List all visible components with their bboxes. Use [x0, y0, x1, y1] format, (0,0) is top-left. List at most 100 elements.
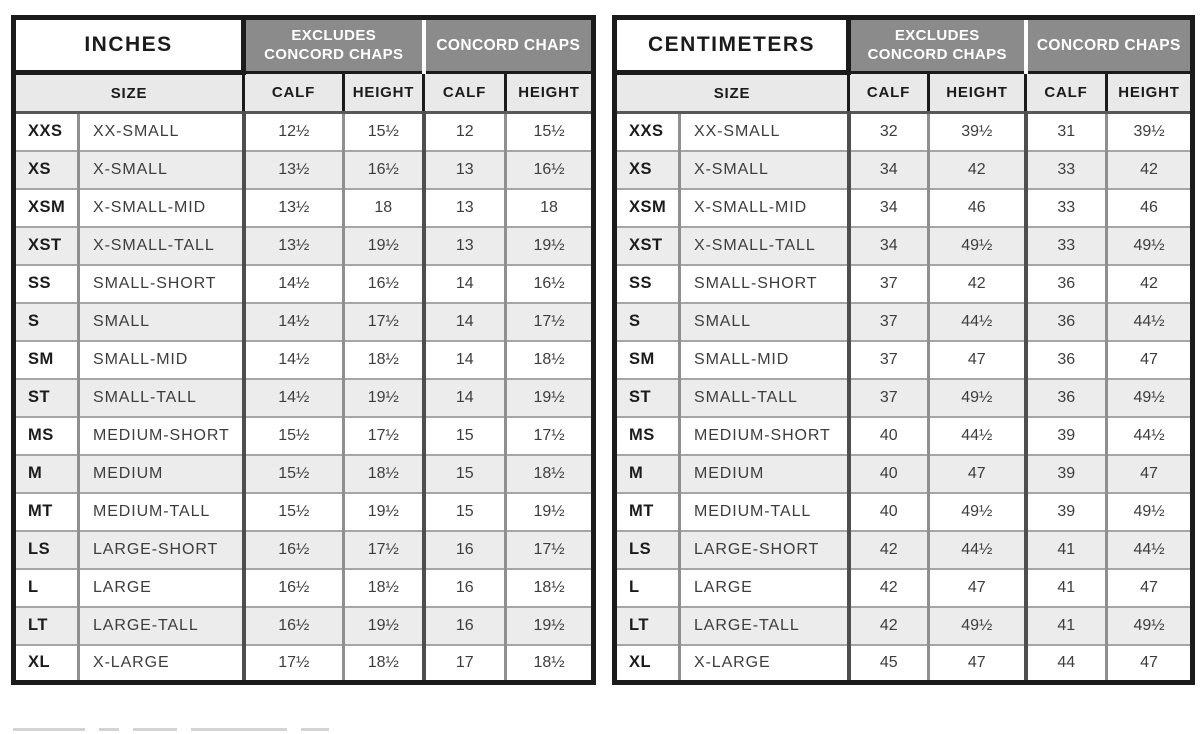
size-code-cell: XXS — [614, 111, 680, 151]
calf-value-cell: 14½ — [241, 377, 344, 417]
size-row-ss: SS SMALL-SHORT 37 42 36 42 — [614, 263, 1193, 303]
height-value-cell: 46 — [1105, 187, 1193, 227]
size-row-xs: XS X-SMALL 34 42 33 42 — [614, 149, 1193, 189]
height-value-cell: 17½ — [504, 301, 594, 341]
size-row-m: M MEDIUM 15½ 18½ 15 18½ — [13, 453, 594, 493]
height-value-cell: 18½ — [342, 567, 424, 607]
clipped-text-fragment — [191, 728, 287, 731]
calf-value-cell: 39 — [1023, 453, 1107, 493]
calf-value-cell: 16½ — [241, 529, 344, 569]
size-code-cell: XST — [13, 225, 79, 265]
height-value-cell: 47 — [927, 643, 1026, 683]
size-name-cell: X-SMALL-TALL — [76, 225, 244, 265]
size-row-xsm: XSM X-SMALL-MID 34 46 33 46 — [614, 187, 1193, 227]
size-code-cell: SM — [614, 339, 680, 379]
height-value-cell: 44½ — [927, 529, 1026, 569]
size-row-st: ST SMALL-TALL 37 49½ 36 49½ — [614, 377, 1193, 417]
calf-column-header: CALF — [242, 71, 346, 114]
calf-value-cell: 14 — [421, 263, 506, 303]
calf-value-cell: 16 — [421, 529, 506, 569]
size-row-ms: MS MEDIUM-SHORT 15½ 17½ 15 17½ — [13, 415, 594, 455]
size-name-cell: SMALL — [677, 301, 849, 341]
calf-value-cell: 41 — [1023, 529, 1107, 569]
calf-value-cell: 44 — [1023, 643, 1107, 683]
height-value-cell: 42 — [927, 263, 1026, 303]
excludes-header-line2: CONCORD CHAPS — [867, 45, 1007, 63]
size-row-sm: SM SMALL-MID 37 47 36 47 — [614, 339, 1193, 379]
size-name-cell: SMALL-SHORT — [76, 263, 244, 303]
height-value-cell: 46 — [927, 187, 1026, 227]
size-code-cell: LT — [13, 605, 79, 645]
height-value-cell: 16½ — [342, 263, 424, 303]
calf-value-cell: 13 — [421, 187, 506, 227]
size-row-l: L LARGE 16½ 18½ 16 18½ — [13, 567, 594, 607]
calf-value-cell: 37 — [846, 377, 929, 417]
calf-value-cell: 36 — [1023, 339, 1107, 379]
size-name-cell: MEDIUM — [677, 453, 849, 493]
height-value-cell: 44½ — [927, 301, 1026, 341]
size-row-st: ST SMALL-TALL 14½ 19½ 14 19½ — [13, 377, 594, 417]
inches-size-table: INCHES EXCLUDES CONCORD CHAPS CONCORD CH… — [10, 15, 597, 685]
size-name-cell: SMALL-MID — [677, 339, 849, 379]
size-row-xsm: XSM X-SMALL-MID 13½ 18 13 18 — [13, 187, 594, 227]
height-value-cell: 49½ — [1105, 605, 1193, 645]
calf-value-cell: 16 — [421, 567, 506, 607]
size-row-ms: MS MEDIUM-SHORT 40 44½ 39 44½ — [614, 415, 1193, 455]
unit-label: INCHES — [10, 15, 247, 75]
calf-value-cell: 37 — [846, 339, 929, 379]
calf-value-cell: 15 — [421, 491, 506, 531]
column-header-row: SIZE CALF HEIGHT CALF HEIGHT — [11, 71, 596, 114]
height-value-cell: 18½ — [504, 643, 594, 683]
height-value-cell: 17½ — [504, 415, 594, 455]
size-row-xxs: XXS XX-SMALL 12½ 15½ 12 15½ — [13, 111, 594, 151]
calf-value-cell: 15½ — [241, 415, 344, 455]
size-code-cell: XS — [13, 149, 79, 189]
size-code-cell: LS — [614, 529, 680, 569]
size-row-s: S SMALL 14½ 17½ 14 17½ — [13, 301, 594, 341]
height-value-cell: 17½ — [504, 529, 594, 569]
height-value-cell: 18½ — [342, 453, 424, 493]
height-value-cell: 42 — [1105, 263, 1193, 303]
height-value-cell: 19½ — [342, 377, 424, 417]
calf-value-cell: 16½ — [241, 567, 344, 607]
clipped-text-fragment — [133, 728, 177, 731]
calf-value-cell: 32 — [846, 111, 929, 151]
height-value-cell: 39½ — [927, 111, 1026, 151]
calf-value-cell: 14½ — [241, 339, 344, 379]
size-name-cell: LARGE-TALL — [76, 605, 244, 645]
calf-value-cell: 36 — [1023, 301, 1107, 341]
height-value-cell: 39½ — [1105, 111, 1193, 151]
size-code-cell: L — [614, 567, 680, 607]
size-code-cell: ST — [13, 377, 79, 417]
height-value-cell: 16½ — [504, 263, 594, 303]
calf-value-cell: 14 — [421, 339, 506, 379]
size-name-cell: X-LARGE — [677, 643, 849, 683]
calf-value-cell: 13 — [421, 149, 506, 189]
size-row-s: S SMALL 37 44½ 36 44½ — [614, 301, 1193, 341]
size-name-cell: X-SMALL — [677, 149, 849, 189]
size-name-cell: XX-SMALL — [677, 111, 849, 151]
height-column-header: HEIGHT — [342, 71, 426, 114]
height-value-cell: 15½ — [342, 111, 424, 151]
size-name-cell: MEDIUM — [76, 453, 244, 493]
size-code-cell: SM — [13, 339, 79, 379]
size-row-mt: MT MEDIUM-TALL 15½ 19½ 15 19½ — [13, 491, 594, 531]
calf-value-cell: 45 — [846, 643, 929, 683]
height-value-cell: 44½ — [1105, 415, 1193, 455]
size-code-cell: L — [13, 567, 79, 607]
size-code-cell: MS — [614, 415, 680, 455]
size-row-l: L LARGE 42 47 41 47 — [614, 567, 1193, 607]
size-name-cell: XX-SMALL — [76, 111, 244, 151]
calf-value-cell: 15½ — [241, 491, 344, 531]
size-column-header: SIZE — [612, 71, 851, 114]
size-row-m: M MEDIUM 40 47 39 47 — [614, 453, 1193, 493]
calf-value-cell: 36 — [1023, 377, 1107, 417]
size-row-mt: MT MEDIUM-TALL 40 49½ 39 49½ — [614, 491, 1193, 531]
height-value-cell: 18 — [342, 187, 424, 227]
calf-value-cell: 40 — [846, 491, 929, 531]
size-code-cell: XST — [614, 225, 680, 265]
height-value-cell: 47 — [927, 339, 1026, 379]
size-name-cell: X-SMALL-TALL — [677, 225, 849, 265]
size-code-cell: XL — [614, 643, 680, 683]
